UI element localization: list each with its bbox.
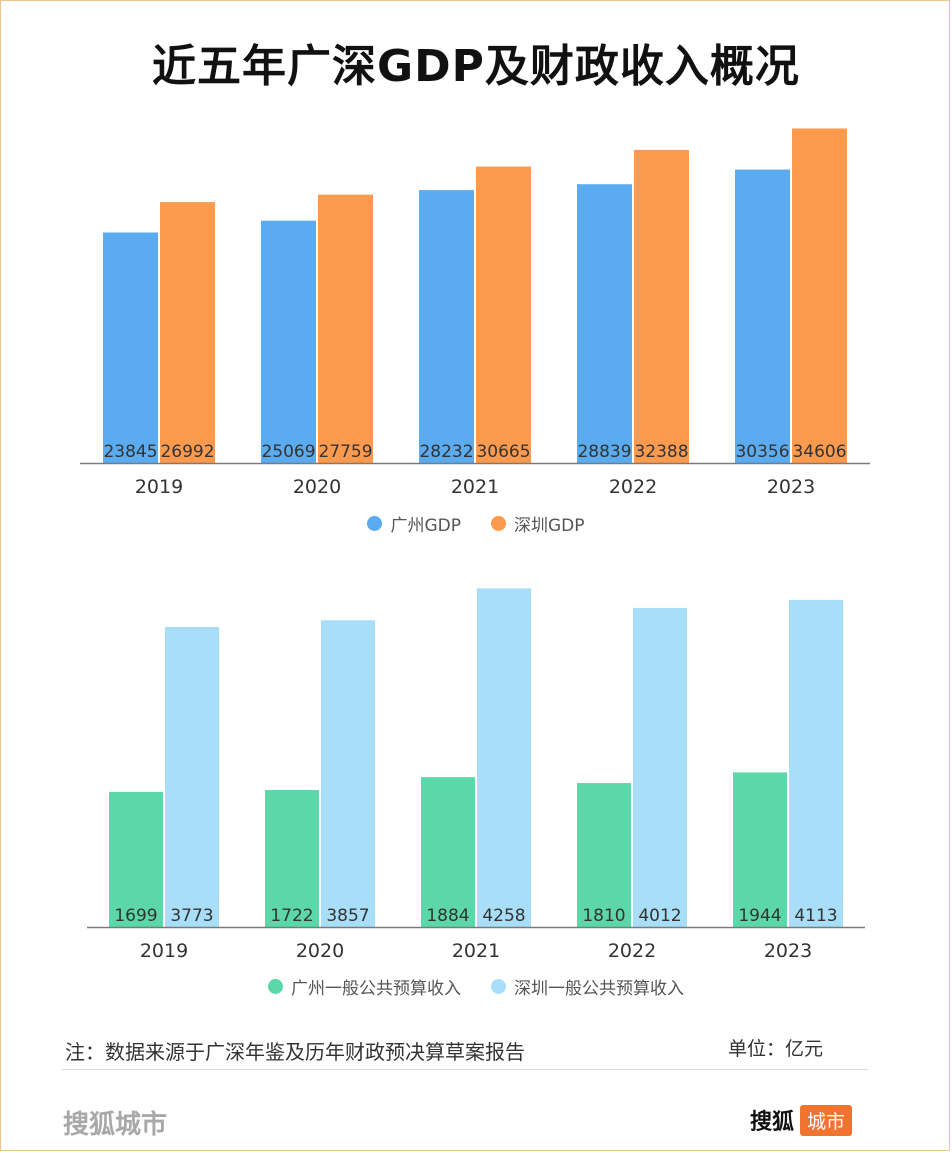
revenue-bar-gz-2021 <box>421 777 475 927</box>
footer-brand: 搜狐城市 <box>63 1110 168 1140</box>
gdp-bar-chart: 23845 26992 2019 25069 27759 2020 28232 30665 20… <box>80 128 870 498</box>
legend-item-sz-rev: 深圳一般公共预算收入 <box>491 974 684 999</box>
revenue-value-label-sz-2023: 4113 <box>794 906 837 926</box>
revenue-bar-gz-2022 <box>577 783 631 927</box>
gdp-value-label-sz-2021: 30665 <box>476 442 530 462</box>
revenue-value-label-gz-2019: 1699 <box>114 906 157 926</box>
revenue-tick-label-2020: 2020 <box>296 940 344 962</box>
legend-dot-gz-rev <box>268 979 283 994</box>
revenue-value-label-gz-2023: 1944 <box>738 906 781 926</box>
gdp-bar-gz-2020 <box>261 220 316 463</box>
gdp-bar-sz-2020 <box>318 194 373 463</box>
gdp-tick-label-2019: 2019 <box>135 476 183 498</box>
gdp-value-label-gz-2020: 25069 <box>261 442 315 462</box>
gdp-legend: 广州GDP 深圳GDP <box>0 511 952 536</box>
sohu-city-logo: 搜狐 城市 <box>750 1104 853 1136</box>
revenue-value-label-gz-2020: 1722 <box>270 906 313 926</box>
revenue-value-label-sz-2019: 3773 <box>170 906 213 926</box>
revenue-bar-gz-2020 <box>265 790 319 927</box>
gdp-bar-sz-2022 <box>634 149 689 463</box>
legend-label-gz-gdp: 广州GDP <box>390 516 461 536</box>
legend-label-sz-gdp: 深圳GDP <box>514 516 585 536</box>
gdp-bar-gz-2022 <box>577 184 632 463</box>
revenue-value-label-sz-2020: 3857 <box>326 906 369 926</box>
source-note: 注：数据来源于广深年鉴及历年财政预决算草案报告 <box>65 1040 525 1064</box>
legend-dot-sz-rev <box>491 979 506 994</box>
page-title: 近五年广深GDP及财政收入概况 <box>152 41 800 92</box>
revenue-bar-sz-2023 <box>789 599 843 927</box>
legend-label-sz-rev: 深圳一般公共预算收入 <box>514 979 684 999</box>
gdp-value-label-gz-2019: 23845 <box>103 442 157 462</box>
gdp-tick-label-2020: 2020 <box>293 476 341 498</box>
gdp-value-label-gz-2021: 28232 <box>419 442 473 462</box>
revenue-bar-gz-2023 <box>733 772 787 927</box>
gdp-bar-sz-2023 <box>792 128 847 463</box>
revenue-tick-label-2019: 2019 <box>140 940 188 962</box>
logo-text: 搜狐 <box>750 1110 795 1135</box>
gdp-bar-gz-2021 <box>419 190 474 463</box>
footer-divider <box>62 1069 868 1070</box>
gdp-value-label-sz-2019: 26992 <box>160 442 214 462</box>
revenue-value-label-gz-2021: 1884 <box>426 906 469 926</box>
legend-item-gz-gdp: 广州GDP <box>367 511 461 536</box>
gdp-bar-gz-2023 <box>735 169 790 464</box>
gdp-value-label-sz-2023: 34606 <box>792 442 846 462</box>
gdp-bar-sz-2021 <box>476 166 531 463</box>
legend-dot-gz-gdp <box>367 516 383 531</box>
revenue-value-label-sz-2022: 4012 <box>638 906 681 926</box>
revenue-bar-chart: 1699 3773 2019 1722 3857 2020 1884 4258 2021 1810… <box>87 588 865 962</box>
gdp-tick-label-2021: 2021 <box>451 476 499 498</box>
revenue-bar-sz-2020 <box>321 620 375 927</box>
revenue-tick-label-2022: 2022 <box>608 940 656 962</box>
legend-item-gz-rev: 广州一般公共预算收入 <box>268 974 461 999</box>
gdp-bar-sz-2019 <box>160 202 215 463</box>
unit-label: 单位：亿元 <box>728 1038 824 1060</box>
gdp-value-label-sz-2020: 27759 <box>318 442 372 462</box>
legend-label-gz-rev: 广州一般公共预算收入 <box>291 979 461 999</box>
revenue-tick-label-2021: 2021 <box>452 940 500 962</box>
gdp-tick-label-2023: 2023 <box>767 476 815 498</box>
revenue-bar-gz-2019 <box>109 791 163 927</box>
gdp-value-label-sz-2022: 32388 <box>634 442 688 462</box>
revenue-legend: 广州一般公共预算收入 深圳一般公共预算收入 <box>0 974 952 999</box>
revenue-bar-sz-2021 <box>477 588 531 927</box>
gdp-value-label-gz-2022: 28839 <box>577 442 631 462</box>
revenue-value-label-gz-2022: 1810 <box>582 906 625 926</box>
revenue-tick-label-2023: 2023 <box>764 940 812 962</box>
logo-badge: 城市 <box>800 1104 853 1136</box>
legend-item-sz-gdp: 深圳GDP <box>491 511 585 536</box>
revenue-bar-sz-2022 <box>633 607 687 927</box>
revenue-bar-sz-2019 <box>165 626 219 927</box>
gdp-value-label-gz-2023: 30356 <box>735 442 789 462</box>
legend-dot-sz-gdp <box>491 516 506 531</box>
gdp-tick-label-2022: 2022 <box>609 476 657 498</box>
gdp-bar-gz-2019 <box>103 232 158 463</box>
revenue-value-label-sz-2021: 4258 <box>482 906 525 926</box>
